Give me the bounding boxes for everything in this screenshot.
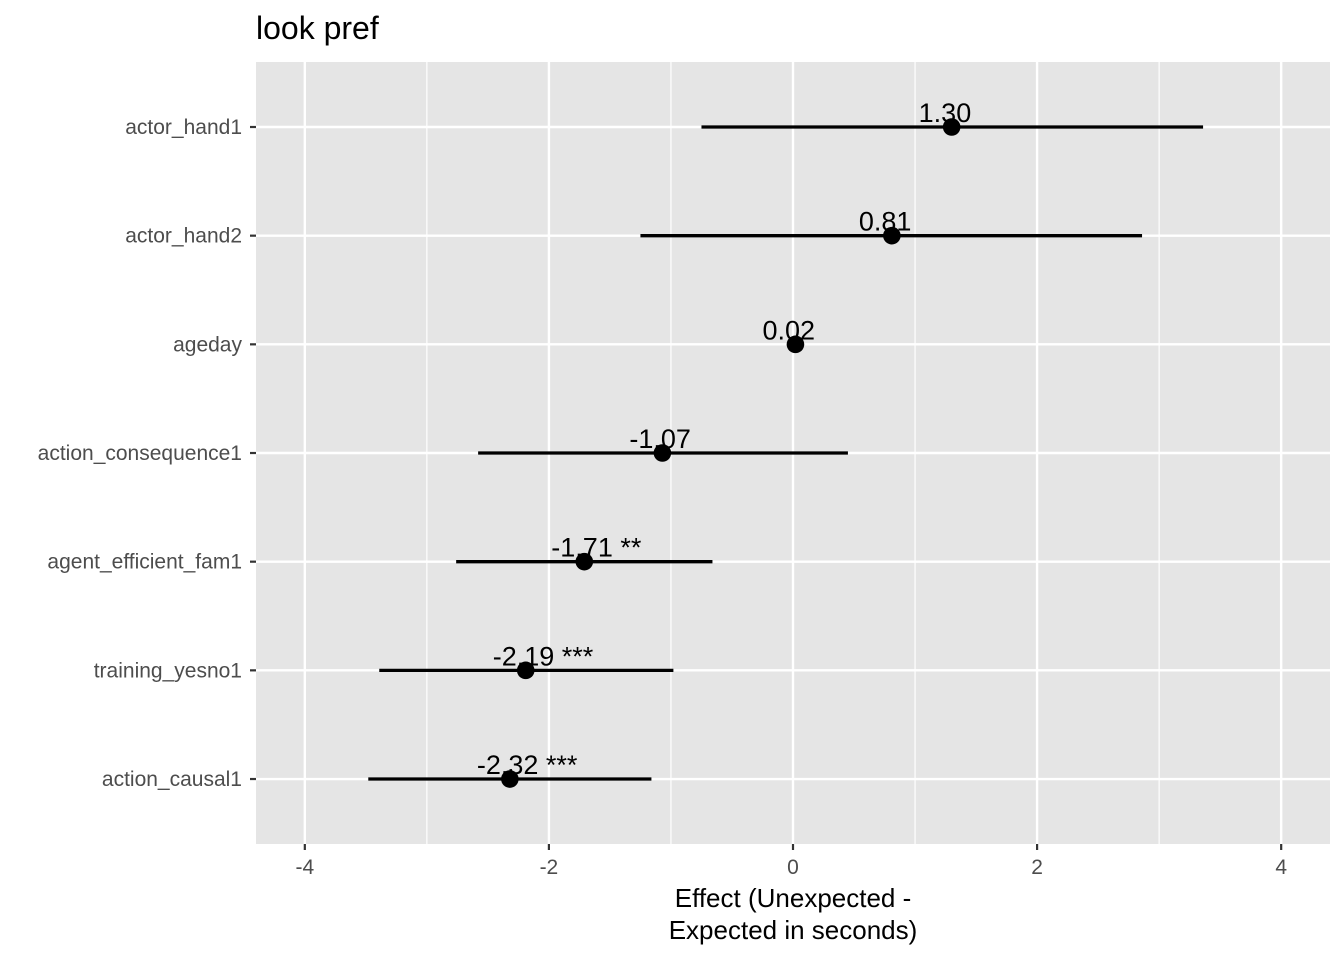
chart-title: look pref: [256, 10, 379, 46]
x-axis-label-line-2: Expected in seconds): [669, 915, 918, 945]
estimate-point: [653, 444, 672, 462]
estimate-point: [516, 661, 535, 680]
x-axis: -4 -2 0 2 4: [295, 844, 1287, 879]
estimate-marks: 1.30 0.81 0.02 -1.07 -1.71 ** -2.19 *** -2.32 …: [368, 98, 1204, 788]
estimate-point: [501, 770, 519, 788]
estimate-label: -1.07: [629, 424, 691, 454]
estimate-point: [786, 335, 805, 354]
estimate-label: -1.71 **: [551, 533, 642, 563]
estimate-label: -2.19 ***: [493, 641, 594, 671]
y-tick-label: actor_hand2: [125, 225, 242, 248]
y-tick-label: actor_hand1: [125, 116, 242, 139]
estimate-point: [575, 552, 594, 571]
x-tick-label: 4: [1275, 856, 1287, 879]
estimate-label: 1.30: [919, 98, 972, 128]
x-tick-label: -4: [295, 856, 314, 879]
x-tick-label: 2: [1031, 856, 1043, 879]
estimate-point: [942, 118, 961, 136]
estimate-label: -2.32 ***: [477, 750, 578, 780]
y-tick-label: ageday: [173, 333, 242, 356]
estimate-label: 0.81: [859, 207, 912, 237]
x-tick-label: -2: [540, 856, 559, 879]
estimate-point: [883, 226, 901, 245]
estimate-label: 0.02: [762, 315, 815, 345]
x-tick-label: 0: [787, 856, 799, 879]
y-tick-label: action_consequence1: [38, 442, 242, 465]
x-axis-label-line-1: Effect (Unexpected -: [675, 883, 912, 913]
y-tick-label: training_yesno1: [94, 659, 242, 682]
y-tick-label: agent_efficient_fam1: [47, 551, 242, 574]
y-tick-label: action_causal1: [102, 768, 242, 791]
